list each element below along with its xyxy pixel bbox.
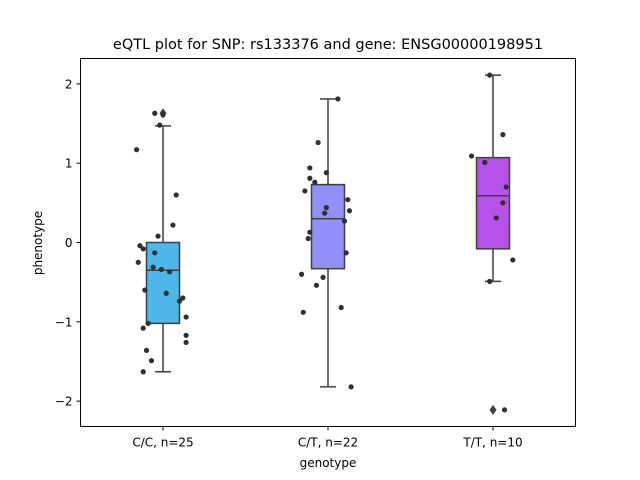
data-point bbox=[183, 314, 189, 320]
data-point bbox=[468, 153, 475, 159]
data-point bbox=[152, 110, 158, 116]
axes: −2 −1 0 1 2 C/C, n=25 C/T, n=22 T/T, n=10 bbox=[55, 77, 523, 449]
data-point bbox=[176, 298, 183, 304]
data-point bbox=[180, 295, 186, 301]
data-point bbox=[348, 384, 354, 390]
data-point bbox=[155, 233, 161, 239]
data-point bbox=[173, 192, 179, 198]
data-point bbox=[346, 208, 353, 214]
data-point bbox=[335, 96, 341, 102]
data-point bbox=[503, 184, 509, 190]
data-point bbox=[300, 309, 306, 315]
data-point bbox=[140, 246, 146, 252]
data-point bbox=[500, 200, 506, 206]
data-point bbox=[323, 205, 329, 211]
data-point bbox=[167, 269, 173, 275]
data-point bbox=[183, 332, 189, 338]
x-tick-label: T/T, n=10 bbox=[462, 436, 522, 450]
data-point bbox=[315, 139, 321, 146]
box-group-1 bbox=[134, 108, 189, 375]
box-iqr bbox=[145, 241, 181, 325]
data-point bbox=[140, 369, 146, 375]
y-axis-label: phenotype bbox=[31, 211, 45, 275]
data-point bbox=[158, 266, 164, 273]
x-tick-label: C/C, n=25 bbox=[132, 436, 193, 450]
data-point bbox=[487, 278, 493, 284]
data-point bbox=[341, 218, 348, 224]
data-point bbox=[148, 358, 155, 364]
data-point bbox=[307, 175, 313, 181]
data-point bbox=[183, 339, 189, 346]
x-tick-label: C/T, n=22 bbox=[298, 436, 358, 450]
data-point bbox=[510, 257, 516, 263]
box-iqr bbox=[310, 183, 346, 270]
data-point bbox=[152, 250, 158, 256]
data-point bbox=[135, 259, 141, 265]
data-point bbox=[160, 112, 166, 118]
data-point bbox=[142, 287, 148, 293]
box-group-2 bbox=[299, 96, 354, 390]
y-tick-label: −1 bbox=[55, 315, 73, 329]
data-point bbox=[501, 407, 508, 413]
box-group-3 bbox=[468, 72, 516, 415]
data-point bbox=[157, 122, 163, 128]
data-point bbox=[487, 72, 493, 78]
data-point bbox=[305, 235, 311, 242]
data-point bbox=[143, 347, 150, 353]
data-point bbox=[137, 243, 143, 249]
data-point bbox=[307, 165, 313, 171]
data-point bbox=[500, 132, 506, 138]
y-tick-label: 2 bbox=[65, 77, 73, 91]
data-point bbox=[493, 215, 499, 221]
y-tick-label: −2 bbox=[55, 395, 73, 409]
data-point bbox=[482, 159, 488, 165]
data-point bbox=[302, 188, 308, 194]
data-point bbox=[163, 290, 169, 296]
data-point bbox=[322, 210, 328, 216]
data-point bbox=[343, 250, 349, 256]
data-point bbox=[145, 320, 151, 326]
x-axis-label: genotype bbox=[300, 456, 357, 470]
data-point bbox=[345, 197, 351, 203]
data-point bbox=[338, 304, 344, 311]
y-tick-label: 1 bbox=[65, 157, 73, 171]
data-point bbox=[320, 274, 326, 280]
data-point bbox=[150, 264, 156, 270]
y-tick-label: 0 bbox=[65, 236, 73, 250]
data-point bbox=[307, 229, 313, 235]
data-point bbox=[312, 179, 318, 185]
data-point bbox=[170, 222, 176, 228]
outlier-marker bbox=[489, 404, 497, 415]
data-point bbox=[134, 147, 140, 153]
data-point bbox=[299, 271, 305, 277]
data-point bbox=[323, 170, 329, 176]
data-point bbox=[313, 282, 320, 288]
plot-area bbox=[134, 72, 516, 415]
data-point bbox=[140, 325, 146, 331]
chart-title: eQTL plot for SNP: rs133376 and gene: EN… bbox=[113, 37, 543, 53]
